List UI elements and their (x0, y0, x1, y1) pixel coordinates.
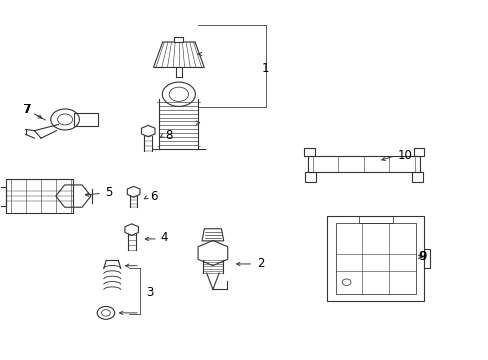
Text: 6: 6 (150, 190, 157, 203)
Bar (74, 113, 98, 126)
Text: 9: 9 (417, 250, 425, 263)
Text: 3: 3 (146, 286, 153, 299)
Text: 9: 9 (419, 250, 426, 263)
Bar (174, 37, 183, 42)
Bar (0, 186, 6, 206)
Text: 4: 4 (161, 231, 168, 244)
Bar (303, 148, 314, 156)
Bar (424, 249, 429, 268)
Text: 5: 5 (105, 186, 112, 199)
Bar (6, 179, 73, 213)
Text: 7: 7 (24, 103, 32, 116)
Text: 2: 2 (256, 257, 264, 270)
Bar (358, 216, 392, 224)
Text: 8: 8 (164, 129, 172, 142)
Text: 7: 7 (23, 103, 31, 116)
Bar (411, 171, 422, 182)
Bar (326, 216, 424, 301)
Text: 7: 7 (24, 103, 32, 116)
Bar (413, 148, 424, 156)
Bar (305, 171, 315, 182)
Text: 1: 1 (261, 62, 268, 75)
Bar (335, 224, 415, 294)
Text: 10: 10 (397, 149, 412, 162)
Bar (307, 156, 419, 171)
